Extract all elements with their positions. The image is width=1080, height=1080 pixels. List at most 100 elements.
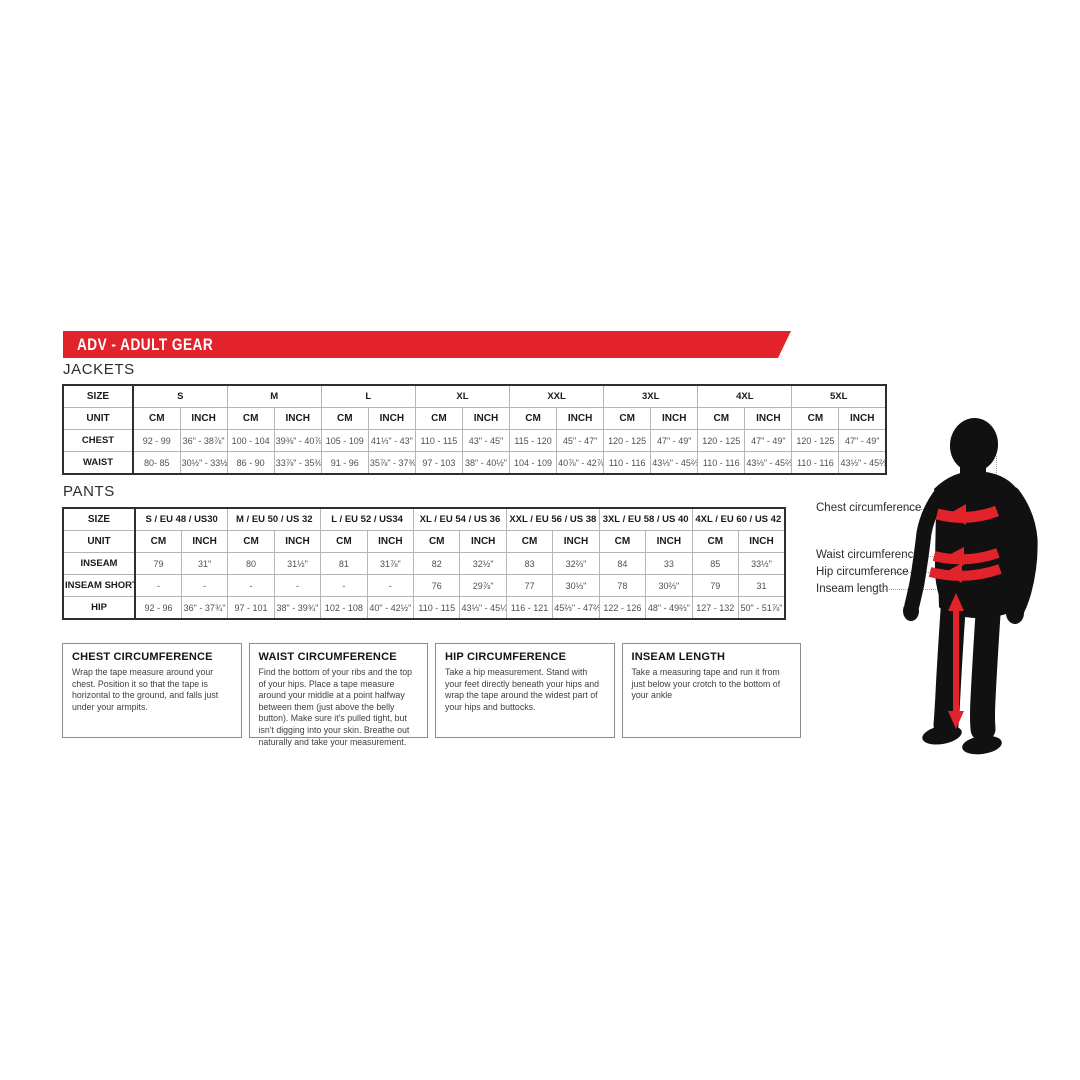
inch-value-cell: 43⅓" - 45⅔" [650,451,699,475]
cm-value-cell: - [227,574,275,597]
cm-value-cell: 92 - 99 [132,429,181,452]
cm-value-cell: 97 - 103 [414,451,463,475]
inch-value-cell: 39⅜" - 40⅞" [273,429,322,452]
inch-value-cell: 31 [737,574,786,597]
inch-value-cell: 40⅞" - 42⅞" [556,451,605,475]
unit-cm-label: CM [320,407,369,430]
cm-value-cell: 110 - 115 [413,596,461,620]
cm-value-cell: 127 - 132 [691,596,739,620]
cm-value-cell: 115 - 120 [508,429,558,452]
cm-value-cell: 82 [413,552,461,575]
cm-value-cell: 92 - 96 [134,596,182,620]
size-col-label: S [132,384,228,408]
size-col-label: M / EU 50 / US 32 [227,507,322,531]
inch-value-cell: - [180,574,229,597]
unit-cm-label: CM [697,407,746,430]
chest-leader-line [903,509,938,510]
inseam-length-label: Inseam length [816,583,889,595]
row-label: CHEST [62,429,134,452]
guide-body: Take a measuring tape and run it from ju… [631,667,781,701]
cm-value-cell: 77 [505,574,554,597]
inch-value-cell: 47" - 49" [650,429,699,452]
body-measurement-figure [903,418,1038,755]
unit-cm-label: CM [508,407,558,430]
cm-value-cell: 79 [134,552,182,575]
cm-value-cell: 85 [691,552,739,575]
hip-leader-line [892,572,929,573]
pants-size-table: SIZE S / EU 48 / US30 M / EU 50 / US 32 L /… [62,507,786,620]
inseam-arrow [948,593,964,729]
inch-value-cell: 31⅞" [366,552,415,575]
size-col-label: 4XL / EU 60 / US 42 [691,507,786,531]
inch-value-cell: 43⅓" - 45⅔" [838,451,887,475]
body-silhouette [903,418,1038,755]
inch-value-cell: 41⅓" - 43" [367,429,416,452]
chest-circumference-label: Chest circumference [816,502,922,514]
row-label: INSEAM SHORT [62,574,136,597]
unit-cm-label: CM [320,530,368,553]
unit-cm-label: CM [132,407,181,430]
cm-value-cell: 84 [598,552,647,575]
unit-cm-label: CM [134,530,182,553]
unit-inch-label: INCH [459,530,507,553]
unit-inch-label: INCH [556,407,605,430]
cm-value-cell: 110 - 115 [414,429,463,452]
inch-value-cell: - [273,574,322,597]
guide-title: CHEST CIRCUMFERENCE [72,651,213,663]
inch-value-cell: 30⅔" [645,574,693,597]
guide-body: Wrap the tape measure around your chest.… [72,667,219,712]
unit-inch-label: INCH [366,530,415,553]
waist-circumference-label: Waist circumference [816,549,920,561]
hip-guide-box: HIP CIRCUMFERENCE Take a hip measurement… [435,643,615,738]
size-col-label: XXL [508,384,605,408]
inch-value-cell: 32½" [459,552,507,575]
guide-title: HIP CIRCUMFERENCE [445,651,567,663]
unit-inch-label: INCH [273,530,322,553]
inch-value-cell: 33 [645,552,693,575]
cm-value-cell: 78 [598,574,647,597]
unit-cm-label: CM [505,530,554,553]
unit-inch-label: INCH [461,407,511,430]
cm-value-cell: 102 - 108 [320,596,368,620]
cm-value-cell: - [134,574,182,597]
unit-header: UNIT [62,530,136,553]
inch-value-cell: 33½" [737,552,786,575]
unit-inch-label: INCH [179,407,228,430]
cm-value-cell: 91 - 96 [320,451,369,475]
cm-value-cell: 120 - 125 [791,429,840,452]
category-banner: ADV - ADULT GEAR [63,331,791,358]
inch-value-cell: 50" - 51⅞" [737,596,786,620]
inch-value-cell: 47" - 49" [838,429,887,452]
inch-value-cell: 30⅓" [552,574,600,597]
unit-cm-label: CM [227,530,275,553]
unit-inch-label: INCH [552,530,600,553]
hip-circumference-label: Hip circumference [816,566,909,578]
inch-value-cell: 40" - 42½" [366,596,415,620]
guide-body: Take a hip measurement. Stand with your … [445,667,600,712]
unit-inch-label: INCH [273,407,322,430]
size-col-label: XL / EU 54 / US 36 [413,507,507,531]
guide-title: INSEAM LENGTH [631,651,726,663]
cm-value-cell: 80- 85 [132,451,181,475]
cm-value-cell: 104 - 109 [508,451,558,475]
size-col-label: 3XL [603,384,699,408]
inch-value-cell: 35⅞" - 37⅜" [367,451,416,475]
cm-value-cell: 120 - 125 [697,429,746,452]
inch-value-cell: 45⅔" - 47⅔" [552,596,600,620]
unit-cm-label: CM [791,407,840,430]
inch-value-cell: 43⅓" - 45⅔" [744,451,793,475]
cm-value-cell: 79 [691,574,739,597]
jackets-size-table: SIZE S M L XL XXL 3XL 4XL 5XL UNIT CM INCH CM INCH CM I… [62,384,887,475]
jackets-section-label: JACKETS [63,361,135,378]
unit-cm-label: CM [691,530,739,553]
cm-value-cell: 100 - 104 [226,429,275,452]
inch-value-cell: 30½" - 33½" [179,451,228,475]
inch-value-cell: 47" - 49" [744,429,793,452]
unit-inch-label: INCH [650,407,699,430]
cm-value-cell: 105 - 109 [320,429,369,452]
inch-value-cell: 31" [180,552,229,575]
inch-value-cell: 45" - 47" [556,429,605,452]
unit-cm-label: CM [414,407,463,430]
row-label: INSEAM [62,552,136,575]
